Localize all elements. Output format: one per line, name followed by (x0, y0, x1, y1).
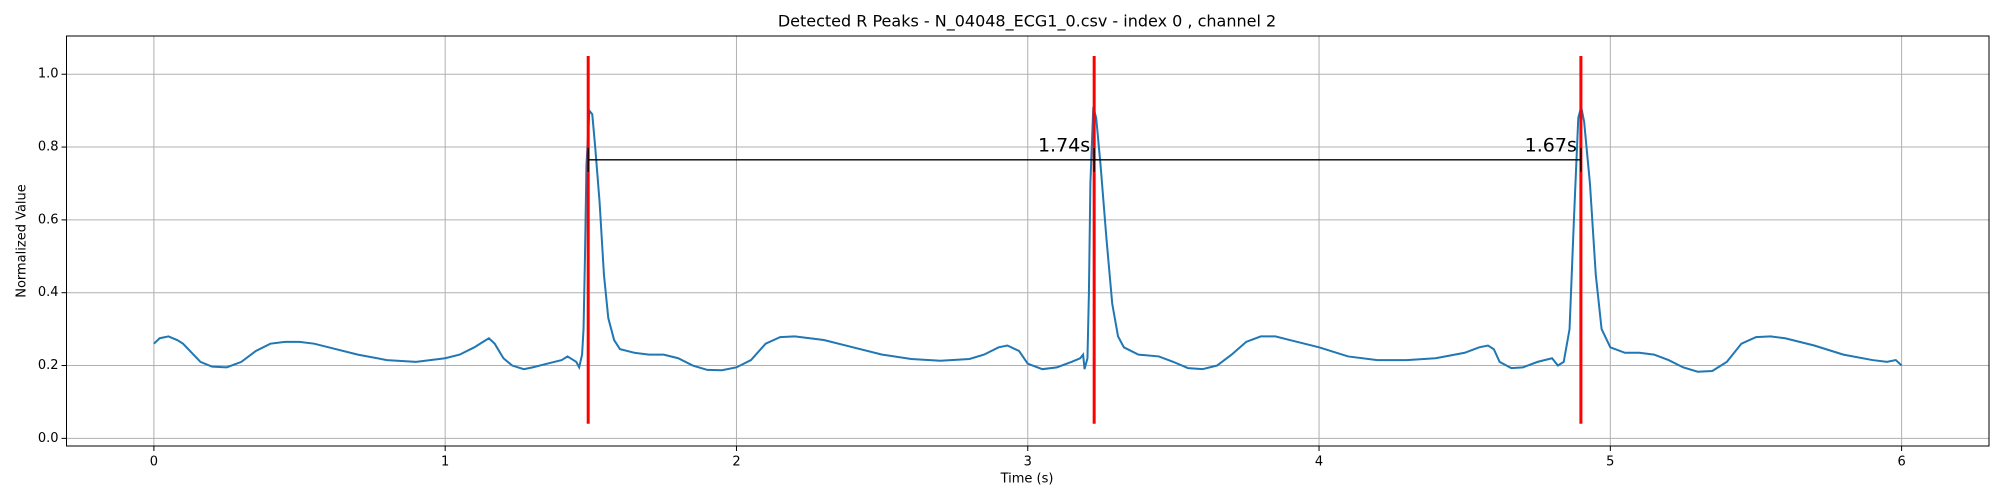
x-tick-label: 3 (1024, 455, 1032, 470)
x-tick-label: 4 (1315, 455, 1323, 470)
x-tick-label: 6 (1897, 455, 1905, 470)
x-tick-label: 2 (732, 455, 740, 470)
y-tick-label: 0.4 (38, 285, 59, 300)
y-tick-label: 0.2 (38, 358, 59, 373)
y-tick-label: 0.6 (38, 212, 59, 227)
x-tick-label: 1 (441, 455, 449, 470)
y-tick-label: 1.0 (38, 67, 59, 82)
interval-label: 1.74s (1038, 134, 1090, 156)
chart-title: Detected R Peaks - N_04048_ECG1_0.csv - … (778, 12, 1276, 32)
y-axis-label: Normalized Value (15, 184, 30, 298)
x-axis-label: Time (s) (1000, 472, 1054, 487)
y-tick-label: 0.8 (38, 140, 59, 155)
interval-label: 1.67s (1525, 134, 1577, 156)
y-tick-label: 0.0 (38, 431, 59, 446)
x-tick-label: 5 (1606, 455, 1614, 470)
x-tick-label: 0 (150, 455, 158, 470)
axes-frame (66, 35, 1990, 447)
